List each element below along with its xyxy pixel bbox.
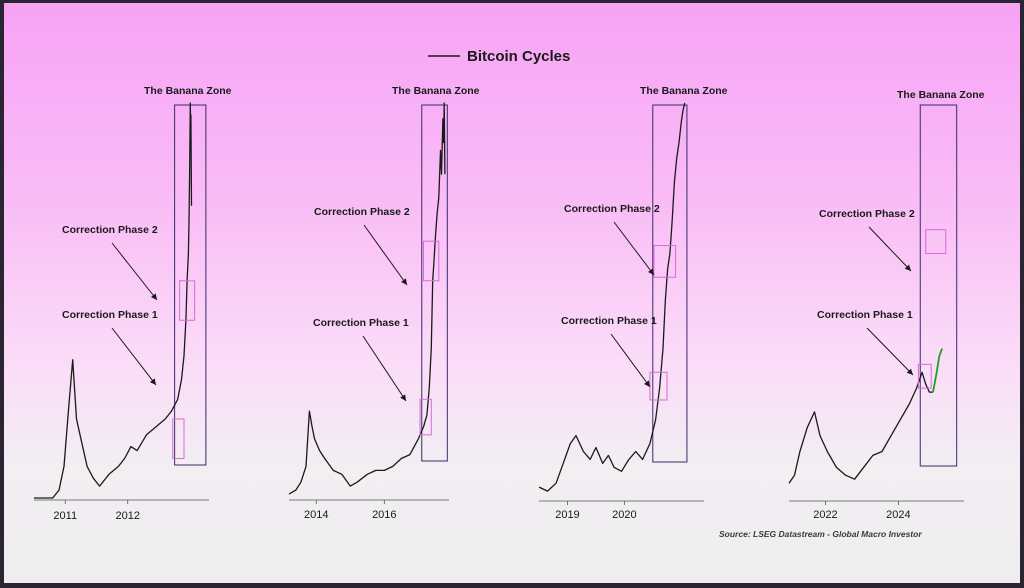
correction-phase-1-label: Correction Phase 1 xyxy=(313,317,409,329)
correction-phase-2-label: Correction Phase 2 xyxy=(62,224,158,236)
bitcoin-price-line xyxy=(538,102,686,492)
correction-phase-1-arrow-shaft xyxy=(362,335,407,402)
x-tick-label: 2024 xyxy=(886,509,910,521)
correction-phase-2-label: Correction Phase 2 xyxy=(314,206,410,218)
correction-phase-2-arrow xyxy=(613,221,655,276)
correction-phase-2-arrow-shaft xyxy=(613,221,655,276)
banana-zone-label: The Banana Zone xyxy=(144,85,232,97)
x-tick-label: 2020 xyxy=(612,509,636,521)
correction-phase-1-label: Correction Phase 1 xyxy=(817,309,913,321)
correction-phase-2-box xyxy=(653,245,677,278)
correction-phase-2-arrow-head xyxy=(150,293,157,300)
correction-phase-2-arrow xyxy=(868,226,912,272)
banana-zone-label: The Banana Zone xyxy=(392,85,480,97)
cycle-panel-1: 2011 2012 The Banana Zone Correction Phase … xyxy=(34,85,232,522)
correction-phase-1-arrow xyxy=(111,327,157,386)
correction-phase-2-box xyxy=(925,229,947,254)
correction-phase-1-arrow-shaft xyxy=(866,327,914,376)
x-tick-label: 2011 xyxy=(53,510,77,522)
current-cycle-line xyxy=(932,348,943,393)
cycle-panel-4: 2022 2024 The Banana Zone Correction Phase … xyxy=(788,89,985,521)
correction-phase-2-arrow xyxy=(363,224,408,286)
correction-phase-1-label: Correction Phase 1 xyxy=(561,315,657,327)
correction-phase-2-arrow-shaft xyxy=(363,224,408,286)
x-tick-label: 2014 xyxy=(304,509,328,521)
correction-phase-2-arrow xyxy=(111,242,158,301)
banana-zone-label: The Banana Zone xyxy=(640,85,728,97)
correction-phase-1-box xyxy=(419,398,432,436)
chart-panels: 2011 2012 The Banana Zone Correction Phase … xyxy=(34,85,985,522)
correction-phase-1-box xyxy=(917,363,932,389)
correction-phase-1-arrow-head xyxy=(149,378,156,385)
x-tick-label: 2019 xyxy=(555,509,579,521)
x-tick-label: 2012 xyxy=(116,510,140,522)
presentation-slide: Bitcoin Cycles Source: LSEG Datastream -… xyxy=(4,3,1020,583)
source-note: Source: LSEG Datastream - Global Macro I… xyxy=(719,529,922,539)
correction-phase-2-arrow-head xyxy=(904,264,911,271)
banana-zone-box xyxy=(652,104,688,463)
correction-phase-1-arrow-shaft xyxy=(610,333,651,388)
banana-zone-box xyxy=(919,104,958,467)
correction-phase-1-box xyxy=(172,418,185,459)
bitcoin-cycles-chart: Bitcoin Cycles Source: LSEG Datastream -… xyxy=(34,48,985,539)
correction-phase-1-arrow-head xyxy=(906,368,913,375)
correction-phase-2-label: Correction Phase 2 xyxy=(564,203,660,215)
correction-phase-1-arrow-shaft xyxy=(111,327,157,386)
cycle-panel-3: 2019 2020 The Banana Zone Correction Phase … xyxy=(538,85,728,521)
correction-phase-1-arrow xyxy=(866,327,914,376)
banana-zone-label: The Banana Zone xyxy=(897,89,985,101)
correction-phase-2-label: Correction Phase 2 xyxy=(819,208,915,220)
correction-phase-2-box xyxy=(179,280,196,321)
correction-phase-1-label: Correction Phase 1 xyxy=(62,309,158,321)
correction-phase-2-arrow-head xyxy=(647,268,654,275)
correction-phase-2-box xyxy=(422,240,440,282)
cycle-panel-2: 2014 2016 The Banana Zone Correction Phase … xyxy=(288,85,480,521)
banana-zone-box xyxy=(421,104,448,462)
correction-phase-1-arrow-head xyxy=(400,394,406,401)
bitcoin-price-line xyxy=(288,102,446,495)
bitcoin-price-line xyxy=(788,371,933,484)
x-tick-label: 2016 xyxy=(372,509,396,521)
correction-phase-2-arrow-head xyxy=(401,278,407,285)
correction-phase-2-arrow-shaft xyxy=(111,242,158,301)
correction-phase-2-arrow-shaft xyxy=(868,226,912,272)
chart-title: Bitcoin Cycles xyxy=(467,48,570,65)
correction-phase-1-arrow-head xyxy=(644,380,650,387)
x-tick-label: 2022 xyxy=(813,509,837,521)
correction-phase-1-arrow xyxy=(610,333,651,388)
bitcoin-price-line xyxy=(34,102,193,499)
correction-phase-1-arrow xyxy=(362,335,407,402)
